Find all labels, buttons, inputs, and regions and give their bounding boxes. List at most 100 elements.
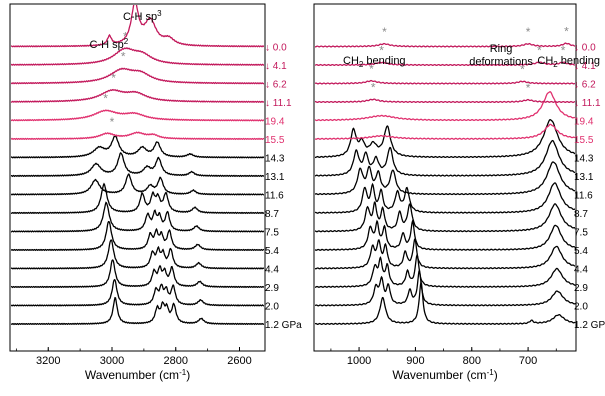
pressure-label-15-5: 15.5 <box>265 135 285 146</box>
plot-frame <box>313 3 577 352</box>
annotation-deformations: deformations <box>469 56 533 68</box>
pressure-label-8-7: 8.7 <box>574 209 588 220</box>
x-tick-label: 800 <box>463 355 481 367</box>
pressure-label-13-1: 13.1 <box>265 172 285 183</box>
annotation-ch2: CH2 bending <box>343 55 406 69</box>
trace-11-1 <box>315 98 575 104</box>
trace-2-0 <box>315 269 575 307</box>
asterisk-marker: * <box>561 43 566 57</box>
pressure-label-13-1: 13.1 <box>574 172 594 183</box>
pressure-label-2-9: 2.9 <box>574 283 588 294</box>
trace-5-4 <box>315 219 575 251</box>
pressure-label-0-0: ↓ 0.0 <box>574 43 596 54</box>
pressure-label-1-2-gpa: 1.2 GPa <box>574 320 605 331</box>
trace-0-0 <box>315 42 575 48</box>
trace-11-6 <box>315 161 575 196</box>
annotation-ch2: CH2 bending <box>537 55 600 69</box>
x-axis-label: Wavenumber (cm-1) <box>85 368 190 382</box>
x-tick-label: 1000 <box>347 355 371 367</box>
pressure-label-6-2: ↓ 6.2 <box>574 80 596 91</box>
trace-13-1 <box>315 139 575 177</box>
pressure-label-0-0: ↓ 0.0 <box>265 43 287 54</box>
pressure-label-11-1: ↓ 11.1 <box>574 98 601 109</box>
pressure-label-11-6: 11.6 <box>574 191 593 202</box>
asterisk-marker: * <box>103 91 108 105</box>
asterisk-marker: * <box>369 62 374 76</box>
trace-6-2 <box>11 67 264 85</box>
trace-19-4 <box>11 109 264 122</box>
left-panel-ch-stretch: 3200 3000 2800 2600 Wavenumber (cm-1) 1.2 GPa… <box>9 0 302 382</box>
asterisk-marker: * <box>564 24 569 38</box>
pressure-label-2-0: 2.0 <box>574 302 588 313</box>
trace-4-4 <box>11 239 264 270</box>
pressure-label-15-5: 15.5 <box>574 135 594 146</box>
pressure-label-11-1: ↓ 11.1 <box>265 98 292 109</box>
pressure-label-14-3: 14.3 <box>265 154 285 165</box>
trace-8-7 <box>11 182 264 215</box>
pressure-label-1-2-gpa: 1.2 GPa <box>265 320 302 331</box>
pressure-label-5-4: 5.4 <box>265 246 279 257</box>
pressure-label-4-4: 4.4 <box>574 265 588 276</box>
x-tick-label: 3200 <box>36 355 60 367</box>
trace-15-5 <box>315 123 575 140</box>
x-tick-label: 3000 <box>100 355 124 367</box>
pressure-label-19-4: 19.4 <box>574 117 594 128</box>
asterisk-marker: * <box>537 43 542 57</box>
pressure-label-8-7: 8.7 <box>265 209 279 220</box>
trace-2-0 <box>11 278 264 307</box>
annotation-c-h-sp2: C-H sp2 <box>89 37 128 51</box>
trace-7-5 <box>315 201 575 233</box>
trace-7-5 <box>11 201 264 233</box>
pressure-label-7-5: 7.5 <box>574 228 588 239</box>
trace-4-1 <box>11 47 264 67</box>
x-tick-label: 2800 <box>164 355 188 367</box>
x-axis-label: Wavenumber (cm-1) <box>392 368 497 382</box>
asterisk-marker: * <box>111 71 116 85</box>
pressure-label-2-0: 2.0 <box>265 302 279 313</box>
pressure-label-4-4: 4.4 <box>265 265 279 276</box>
pressure-label-5-4: 5.4 <box>574 246 588 257</box>
x-tick-label: 700 <box>519 355 537 367</box>
trace-2-9 <box>11 259 264 289</box>
asterisk-marker: * <box>379 43 384 57</box>
trace-6-2 <box>315 79 575 85</box>
trace-11-1 <box>11 88 264 103</box>
pressure-label-2-9: 2.9 <box>265 283 279 294</box>
right-panel-bending: 1000 900 800 700 Wavenumber (cm-1) 1.2 GPa 2.0… <box>313 3 605 382</box>
plot-frame <box>9 3 266 352</box>
asterisk-marker: * <box>135 0 140 5</box>
asterisk-marker: * <box>371 80 376 94</box>
pressure-label-4-1: ↓ 4.1 <box>265 61 287 72</box>
trace-8-7 <box>315 182 575 214</box>
pressure-label-14-3: 14.3 <box>574 154 594 165</box>
trace-1-2-gpa <box>11 296 264 326</box>
asterisk-marker: * <box>121 50 126 64</box>
asterisk-marker: * <box>526 81 531 95</box>
trace-19-4 <box>315 91 575 122</box>
trace-2-9 <box>315 253 575 289</box>
trace-11-6 <box>11 173 264 196</box>
asterisk-marker: * <box>110 115 115 129</box>
asterisk-marker: * <box>526 25 531 39</box>
x-tick-label: 2600 <box>227 355 251 367</box>
trace-14-3 <box>11 135 264 159</box>
pressure-label-4-1: ↓ 4.1 <box>574 61 596 72</box>
asterisk-marker: * <box>520 62 525 76</box>
trace-15-5 <box>11 131 264 141</box>
trace-14-3 <box>315 119 575 159</box>
annotation-c-h-sp3: C-H sp3 <box>123 9 162 23</box>
pressure-label-7-5: 7.5 <box>265 228 279 239</box>
pressure-label-11-6: 11.6 <box>265 191 284 202</box>
trace-4-4 <box>315 237 575 270</box>
trace-5-4 <box>11 221 264 252</box>
annotation-ring: Ring <box>490 43 513 55</box>
pressure-label-6-2: ↓ 6.2 <box>265 80 287 91</box>
pressure-label-19-4: 19.4 <box>265 117 285 128</box>
trace-4-1 <box>315 61 575 67</box>
trace-0-0 <box>11 5 264 48</box>
asterisk-marker: * <box>382 25 387 39</box>
trace-13-1 <box>11 152 264 178</box>
x-tick-label: 900 <box>406 355 424 367</box>
trace-1-2-gpa <box>315 279 575 326</box>
